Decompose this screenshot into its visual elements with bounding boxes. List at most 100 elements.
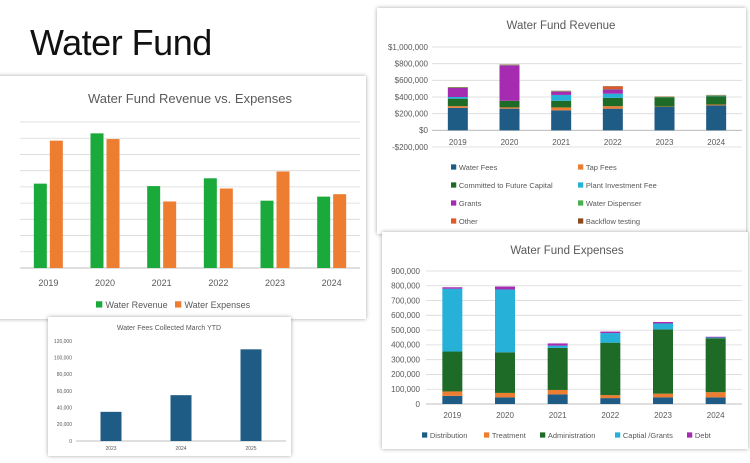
bar-segment [442,288,463,352]
y-tick-label: 300,000 [391,355,420,364]
bar [163,201,177,268]
bar-segment [442,395,463,404]
bar-segment [705,397,726,404]
bar-segment [495,397,515,404]
y-tick-label: $800,000 [395,59,429,68]
legend-label: Distribution [430,431,468,440]
bar [170,395,192,441]
legend-swatch [578,164,584,170]
bar [147,186,161,268]
y-tick-label: -$200,000 [392,143,429,152]
bar-segment [442,351,463,392]
water-fees-ytd-chart: Water Fees Collected March YTD 0 20,000 40,… [48,317,291,456]
legend-label: Plant Investment Fee [586,181,657,190]
x-tick-label: 2022 [604,138,622,147]
bar-segment [499,100,520,108]
bar-segment [654,107,675,131]
legend-swatch [96,301,103,308]
legend-swatch [578,200,584,206]
chart-title: Water Fund Expenses [510,245,624,257]
x-tick-label: 2023 [654,411,672,420]
bar-segment [447,87,468,97]
bar-segment [653,397,673,404]
bar-segment [600,342,621,396]
y-tick-label: 20,000 [57,422,73,428]
x-tick-label: 2023 [265,278,285,288]
bar-segment [447,107,468,131]
bar-segment [547,345,568,348]
bar-segment [447,106,468,108]
slide-title: Water Fund [30,22,212,63]
y-tick-label: 900,000 [391,267,420,276]
x-tick-label: 2019 [443,411,461,420]
legend-label: Treatment [492,431,527,440]
chart-title: Water Fund Revenue [507,20,616,32]
bar-segment [551,94,572,101]
x-tick-label: 2025 [245,446,256,452]
bar-segment [706,96,727,105]
bar-segment [602,106,623,109]
bar [333,194,347,268]
bar-segment [600,331,621,334]
legend-label: Other [459,217,478,226]
bar-segment [551,110,572,131]
bar-segment [547,343,568,346]
legend-swatch [451,218,457,224]
y-tick-label: $600,000 [395,76,429,85]
bar-segment [705,337,726,339]
x-tick-label: 2024 [175,446,186,452]
legend-swatch [578,218,584,224]
y-tick-label: $400,000 [395,93,429,102]
bar-segment [547,347,568,390]
bar-segment [602,97,623,107]
legend-label: Grants [459,199,482,208]
bar-segment [600,333,621,343]
legend-swatch [451,200,457,206]
bar-segment [600,398,621,404]
bar-segment [447,98,468,107]
legend-label: Committed to Future Capital [459,181,553,190]
bar-segment [706,105,727,131]
y-tick-label: 600,000 [391,311,420,320]
bar-segment [495,289,515,353]
y-tick-label: 100,000 [54,355,72,361]
bar-segment [447,97,468,99]
legend-swatch [540,432,546,438]
y-tick-label: 500,000 [391,326,420,335]
x-tick-label: 2024 [707,138,725,147]
y-tick-label: 700,000 [391,296,420,305]
chart-title: Water Fees Collected March YTD [117,325,221,332]
water-fund-expenses-svg: Water Fund Expenses 0 100,000 200,000 300,00… [391,245,742,440]
y-tick-label: $0 [419,126,428,135]
bar [219,188,233,268]
bar-segment [547,389,568,395]
water-fund-revenue-chart: Water Fund Revenue -$200,000 $0 $200,000 $40… [377,8,746,234]
x-tick-label: 2023 [656,138,674,147]
bar-segment [495,352,515,393]
y-tick-label: 120,000 [54,339,72,345]
bar-segment [495,286,515,290]
legend-swatch [422,432,428,438]
bar-segment [653,321,673,324]
bar-segment [499,107,520,109]
bar-segment [442,287,463,289]
water-fund-revenue-svg: Water Fund Revenue -$200,000 $0 $200,000 $40… [388,20,742,226]
y-tick-label: 400,000 [391,341,420,350]
revenue-vs-expenses-svg: Water Fund Revenue vs. Expenses0100,0002… [20,91,360,310]
bar-segment [705,338,726,393]
x-tick-label: 2020 [501,138,519,147]
bar-segment [495,392,515,398]
legend-swatch [687,432,693,438]
bar-segment [705,392,726,398]
legend-swatch [484,432,490,438]
x-tick-label: 2022 [208,278,228,288]
y-tick-label: $1,000,000 [388,43,429,52]
legend-label: Debt [695,431,712,440]
legend-label: Backflow testing [586,217,640,226]
x-tick-label: 2021 [552,138,570,147]
y-tick-label: 100,000 [391,385,420,394]
legend-label: Water Fees [459,163,498,172]
bar-segment [653,329,673,394]
y-tick-label: $200,000 [395,109,429,118]
bar [100,411,122,441]
